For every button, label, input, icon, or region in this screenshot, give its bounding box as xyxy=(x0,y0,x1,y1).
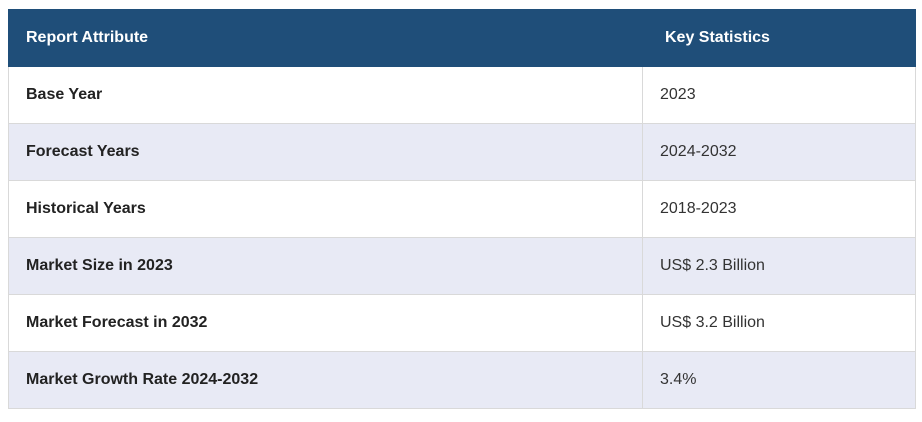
row-value: 2018-2023 xyxy=(642,180,916,238)
row-attribute: Market Size in 2023 xyxy=(8,237,643,295)
table-row: Base Year 2023 xyxy=(8,66,916,124)
row-value: 2024-2032 xyxy=(642,123,916,181)
row-value: 3.4% xyxy=(642,351,916,409)
row-attribute: Market Growth Rate 2024-2032 xyxy=(8,351,643,409)
table-row: Market Forecast in 2032 US$ 3.2 Billion xyxy=(8,294,916,352)
table-row: Forecast Years 2024-2032 xyxy=(8,123,916,181)
row-attribute: Market Forecast in 2032 xyxy=(8,294,643,352)
row-value: US$ 3.2 Billion xyxy=(642,294,916,352)
row-attribute: Forecast Years xyxy=(8,123,643,181)
header-report-attribute: Report Attribute xyxy=(8,9,643,67)
header-key-statistics: Key Statistics xyxy=(642,9,916,67)
report-table-container: Report Attribute Key Statistics Base Yea… xyxy=(8,9,916,409)
row-attribute: Historical Years xyxy=(8,180,643,238)
table-row: Market Size in 2023 US$ 2.3 Billion xyxy=(8,237,916,295)
row-attribute: Base Year xyxy=(8,66,643,124)
row-value: 2023 xyxy=(642,66,916,124)
table-row: Market Growth Rate 2024-2032 3.4% xyxy=(8,351,916,409)
table-header-row: Report Attribute Key Statistics xyxy=(8,9,916,67)
table-row: Historical Years 2018-2023 xyxy=(8,180,916,238)
report-table: Report Attribute Key Statistics Base Yea… xyxy=(8,9,916,409)
row-value: US$ 2.3 Billion xyxy=(642,237,916,295)
